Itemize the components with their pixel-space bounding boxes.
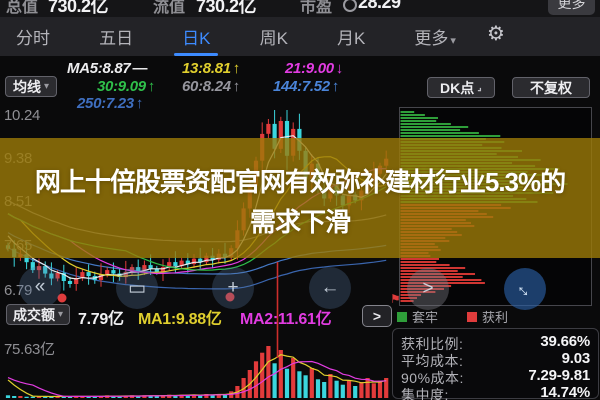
tab-5day[interactable]: 五日 (99, 29, 134, 48)
news-overlay-line1: 网上十倍股票资配官网有效弥补建材行业5.3%的 (34, 167, 566, 197)
volume-axis-label: 75.63亿 (4, 341, 55, 358)
add-marker-icon[interactable]: + (212, 267, 254, 309)
ma21-value: 21:9.00 ↓ (285, 60, 343, 77)
pe-ratio-label: 市盈 (300, 0, 333, 16)
chevron-down-icon: ▾ (43, 81, 50, 92)
float-value: 730.2亿 (196, 0, 257, 16)
stat-label: 平均成本: (401, 353, 464, 369)
dk-point-button[interactable]: DK点 ⌟ (427, 77, 495, 98)
stat-value: 39.66% (540, 333, 590, 350)
active-tab-underline (174, 53, 219, 56)
draw-rect-icon[interactable]: ▭ (116, 267, 158, 309)
ma-line-selector-button[interactable]: 均线 ▾ (5, 76, 57, 97)
pe-dynamic-icon (343, 0, 357, 12)
back-arrow-icon[interactable]: ← (309, 267, 351, 309)
next-page-icon[interactable]: > (407, 268, 449, 310)
more-button[interactable]: 更多 (548, 0, 595, 15)
ma13-value: 13:8.81 ↑ (182, 60, 240, 77)
corner-bracket-icon: ⌟ (477, 82, 482, 93)
turnover-value: 7.79亿 (78, 311, 124, 328)
fast-back-icon[interactable]: « (19, 266, 61, 308)
price-axis-label: 6.79 (4, 282, 32, 299)
ma60-value: 60:8.24 ↑ (182, 78, 240, 95)
volume-amount-button[interactable]: 成交额 ▾ (6, 304, 70, 325)
volume-ma1-value: MA1:9.88亿 (138, 311, 222, 328)
ma144-value: 144:7.52 ↑ (273, 78, 340, 95)
price-axis-label: 10.24 (4, 107, 41, 124)
stat-label: 90%成本: (401, 370, 464, 386)
tab-more[interactable]: 更多 ▾ (414, 29, 456, 48)
legend-profit: 获利 (467, 307, 508, 326)
legend-trapped: 套牢 (397, 307, 438, 326)
stat-label: 集中度: (401, 387, 449, 400)
stat-value: 9.03 (561, 350, 591, 367)
chip-stats-panel: 获利比例: 39.66% 平均成本: 9.03 90%成本: 7.29-9.81… (392, 328, 599, 400)
stat-value: 14.74% (540, 384, 590, 400)
chevron-down-icon: ▾ (450, 35, 456, 47)
pe-ratio-value: 28.29 (358, 0, 401, 12)
ma5-value: MA5:8.87— (67, 60, 148, 77)
flag-icon: ⚑ (390, 292, 401, 306)
total-value: 730.2亿 (48, 0, 109, 16)
next-indicator-button[interactable]: > (362, 305, 392, 327)
tab-daily-k[interactable]: 日K (174, 16, 219, 57)
float-value-label: 流值 (153, 0, 186, 16)
total-value-label: 总值 (6, 0, 39, 16)
adjust-mode-button[interactable]: 不复权 (512, 77, 590, 98)
tab-weekly-k[interactable]: 周K (259, 29, 288, 48)
settings-gear-icon[interactable]: ⚙ (487, 23, 505, 45)
trapped-swatch (397, 311, 407, 322)
chevron-down-icon: ▾ (57, 309, 64, 320)
summary-topbar: 总值 730.2亿 流值 730.2亿 市盈 28.29 更多 (0, 0, 600, 17)
news-overlay-banner: 网上十倍股票资配官网有效弥补建材行业5.3%的 需求下滑 (0, 138, 600, 258)
tab-monthly-k[interactable]: 月K (337, 29, 366, 48)
expand-icon[interactable]: ↔ (504, 268, 546, 310)
ma30-value: 30:9.09 ↑ (97, 78, 155, 95)
period-tabbar: 分时 五日 日K 周K 月K 更多 ▾ (0, 17, 600, 56)
ma250-value: 250:7.23 ↑ (77, 95, 144, 112)
stat-label: 获利比例: (401, 336, 464, 352)
news-overlay-line2: 需求下滑 (249, 207, 351, 237)
volume-ma2-value: MA2:11.61亿 (240, 311, 332, 328)
profit-swatch (467, 311, 477, 322)
tab-minute[interactable]: 分时 (16, 29, 50, 48)
stat-value: 7.29-9.81 (528, 367, 590, 384)
